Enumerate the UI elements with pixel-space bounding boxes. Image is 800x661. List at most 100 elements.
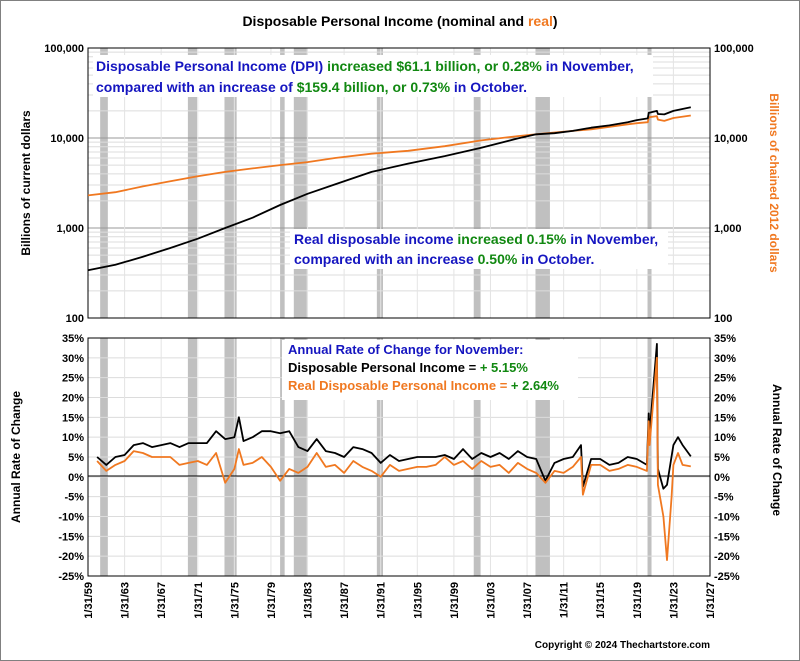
chart-title-real: real xyxy=(528,13,553,29)
x-tick-label: 1/31/27 xyxy=(705,582,717,619)
recession-band-top xyxy=(280,48,285,318)
annotation-dpi: Disposable Personal Income (DPI) increas… xyxy=(93,55,653,97)
x-tick-label: 1/31/03 xyxy=(486,582,498,619)
annotation-segment: in October. xyxy=(450,79,527,95)
y-tick-label-top-left: 10,000 xyxy=(50,133,84,145)
recession-band-top xyxy=(376,48,383,318)
legend-dpi-label: Disposable Personal Income = xyxy=(288,360,480,375)
y-tick-label-bottom-right: -20% xyxy=(714,551,740,563)
annotation-segment: in November, xyxy=(542,58,634,74)
x-tick-label: 1/31/67 xyxy=(156,582,168,619)
legend-title: Annual Rate of Change for November: xyxy=(288,342,523,357)
y-tick-label-bottom-right: -5% xyxy=(714,492,734,504)
y-tick-label-bottom-left: 5% xyxy=(68,452,84,464)
legend-dpi-value: + 5.15% xyxy=(480,360,529,375)
annotation-segment: $159.4 billion, or 0.73% xyxy=(297,79,451,95)
chart-title: Disposable Personal Income (nominal and … xyxy=(242,13,557,29)
y-tick-label-bottom-left: 0% xyxy=(68,472,84,484)
x-tick-label: 1/31/23 xyxy=(668,582,680,619)
recession-band-top xyxy=(224,48,237,318)
copyright: Copyright © 2024 Thechartstore.com xyxy=(535,640,710,651)
legend-line-real: Real Disposable Personal Income = + 2.64… xyxy=(288,378,559,393)
series-top xyxy=(87,106,691,272)
y-tick-label-bottom-left: -20% xyxy=(58,551,84,563)
legend-line-dpi: Disposable Personal Income = + 5.15% xyxy=(288,360,528,375)
y-tick-label-bottom-right: -25% xyxy=(714,571,740,583)
x-tick-label: 1/31/83 xyxy=(303,582,315,619)
recession-band-top xyxy=(100,48,108,318)
bottom-panel-border xyxy=(87,337,711,577)
y-right-label-top: Billions of chained 2012 dollars xyxy=(767,93,781,273)
x-tick-label: 1/31/91 xyxy=(376,582,388,619)
y-tick-label-top-left: 100,000 xyxy=(44,43,84,55)
series-line-dpi-level xyxy=(87,106,691,272)
y-tick-label-bottom-left: -15% xyxy=(58,531,84,543)
x-tick-label: 1/31/99 xyxy=(449,582,461,619)
y-tick-label-bottom-right: 20% xyxy=(714,393,736,405)
y-ticks-bottom: 35% 35% 30% 30% 25% 25% 20% 20% 15% 15% 10% 10% 5% 5%… xyxy=(58,333,740,583)
series-bottom xyxy=(96,343,692,561)
x-tick-label: 1/31/59 xyxy=(83,582,95,619)
y-tick-label-bottom-right: 25% xyxy=(714,373,736,385)
annotation-segment: Disposable Personal Income (DPI) xyxy=(96,58,327,74)
x-tick-label: 1/31/63 xyxy=(120,582,132,619)
annotation-real: Real disposable income increased 0.15% i… xyxy=(290,229,668,269)
legend-real-label: Real Disposable Personal Income = xyxy=(288,378,511,393)
annotation-segment: in November, xyxy=(566,231,658,247)
y-tick-label-top-right: 100,000 xyxy=(714,43,754,55)
annotation-line: compared with an increase 0.50% in Octob… xyxy=(294,251,594,267)
y-tick-label-top-left: 1,000 xyxy=(56,223,84,235)
y-tick-label-bottom-left: -25% xyxy=(58,571,84,583)
x-tick-label: 1/31/87 xyxy=(339,582,351,619)
y-tick-label-bottom-right: 5% xyxy=(714,452,730,464)
top-panel-border xyxy=(87,47,711,319)
y-tick-label-top-right: 10,000 xyxy=(714,133,748,145)
annotation-segment: in October. xyxy=(517,251,594,267)
legend-real-value: + 2.64% xyxy=(511,378,560,393)
x-ticks: 1/31/59 1/31/63 1/31/67 1/31/71 1/31/75 1/31/… xyxy=(83,582,717,619)
recession-band-top xyxy=(647,48,652,318)
y-tick-label-bottom-right: 0% xyxy=(714,472,730,484)
y-tick-label-bottom-right: -10% xyxy=(714,512,740,524)
annotation-segment: compared with an increase xyxy=(294,251,478,267)
x-tick-label: 1/31/19 xyxy=(632,582,644,619)
annotation-line: compared with an increase of $159.4 bill… xyxy=(96,79,527,95)
y-left-label-bottom: Annual Rate of Change xyxy=(9,391,23,523)
x-tick-label: 1/31/07 xyxy=(522,582,534,619)
y-tick-label-bottom-left: 10% xyxy=(62,432,84,444)
annotation-line: Disposable Personal Income (DPI) increas… xyxy=(96,58,634,74)
y-tick-label-bottom-right: 30% xyxy=(714,353,736,365)
series-line-real-level xyxy=(87,114,691,197)
series-line-real-rate xyxy=(96,356,691,561)
annotation-background xyxy=(290,229,668,269)
legend-box xyxy=(282,340,578,400)
y-tick-label-bottom-left: 25% xyxy=(62,373,84,385)
y-tick-label-bottom-left: 15% xyxy=(62,412,84,424)
y-left-label-top: Billions of current dollars xyxy=(19,110,33,256)
annotation-segment: increased 0.15% xyxy=(457,231,567,247)
annotation-segment: compared with an increase of xyxy=(96,79,297,95)
y-tick-label-top-right: 1,000 xyxy=(714,223,742,235)
x-tick-label: 1/31/71 xyxy=(193,582,205,619)
recession-band-top xyxy=(187,48,198,318)
y-tick-label-bottom-right: -15% xyxy=(714,531,740,543)
y-tick-label-bottom-left: 30% xyxy=(62,353,84,365)
x-tick-label: 1/31/95 xyxy=(412,582,424,619)
y-tick-label-bottom-left: 20% xyxy=(62,393,84,405)
series-line-dpi-rate xyxy=(96,343,692,490)
x-tick-label: 1/31/11 xyxy=(559,582,571,618)
annotation-segment: Real disposable income xyxy=(294,231,457,247)
recession-band-top xyxy=(473,48,481,318)
y-tick-label-bottom-right: 35% xyxy=(714,333,736,345)
x-tick-label: 1/31/15 xyxy=(595,582,607,619)
y-tick-label-top-right: 100 xyxy=(714,313,732,325)
y-tick-label-top-left: 100 xyxy=(66,313,84,325)
x-tick-label: 1/31/75 xyxy=(229,582,241,619)
y-tick-label-bottom-right: 15% xyxy=(714,412,736,424)
y-tick-label-bottom-left: -10% xyxy=(58,512,84,524)
annotation-segment: 0.50% xyxy=(478,251,518,267)
y-tick-label-bottom-left: 35% xyxy=(62,333,84,345)
y-tick-label-bottom-right: 10% xyxy=(714,432,736,444)
x-tick-label: 1/31/79 xyxy=(266,582,278,619)
